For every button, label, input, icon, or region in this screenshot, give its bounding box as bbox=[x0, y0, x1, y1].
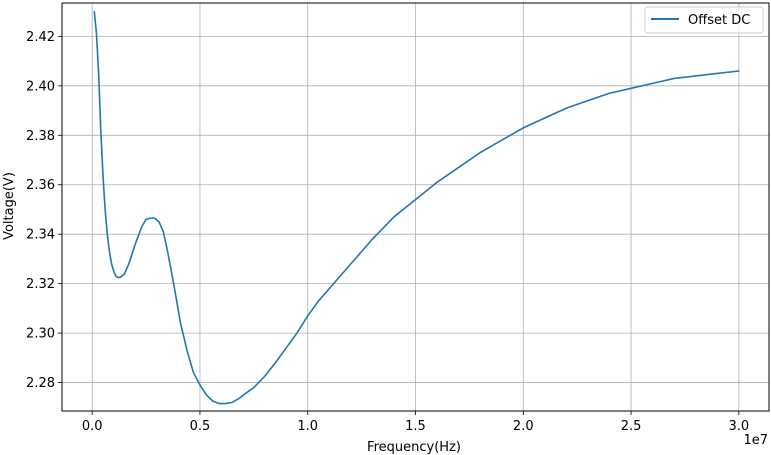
x-tick-label: 2.5 bbox=[621, 419, 642, 434]
x-axis-label: Frequency(Hz) bbox=[367, 440, 461, 455]
legend: Offset DC bbox=[644, 6, 764, 34]
y-tick-label: 2.34 bbox=[26, 228, 55, 243]
x-axis-ticks: 0.0 0.5 1.0 1.5 2.0 2.5 3.0 bbox=[82, 411, 749, 434]
y-tick-label: 2.32 bbox=[26, 277, 55, 292]
y-axis-label: Voltage(V) bbox=[2, 172, 17, 240]
y-tick-label: 2.28 bbox=[26, 376, 55, 391]
x-axis-offset-label: 1e7 bbox=[743, 433, 768, 448]
legend-entry-label: Offset DC bbox=[688, 13, 750, 28]
x-tick-label: 3.0 bbox=[728, 419, 749, 434]
grid-lines bbox=[62, 3, 769, 411]
series-line-offset-dc bbox=[93, 10, 740, 405]
y-tick-label: 2.40 bbox=[26, 79, 55, 94]
x-tick-label: 1.5 bbox=[405, 419, 426, 434]
series-lines bbox=[93, 10, 740, 405]
y-tick-label: 2.42 bbox=[26, 30, 55, 45]
y-axis-ticks: 2.28 2.30 2.32 2.34 2.36 2.38 2.40 2.42 bbox=[26, 30, 62, 391]
y-tick-label: 2.30 bbox=[26, 327, 55, 342]
x-tick-label: 1.0 bbox=[297, 419, 318, 434]
legend-box bbox=[644, 6, 764, 34]
x-tick-label: 0.5 bbox=[190, 419, 211, 434]
x-tick-label: 0.0 bbox=[82, 419, 103, 434]
y-tick-label: 2.36 bbox=[26, 178, 55, 193]
y-tick-label: 2.38 bbox=[26, 129, 55, 144]
x-tick-label: 2.0 bbox=[513, 419, 534, 434]
